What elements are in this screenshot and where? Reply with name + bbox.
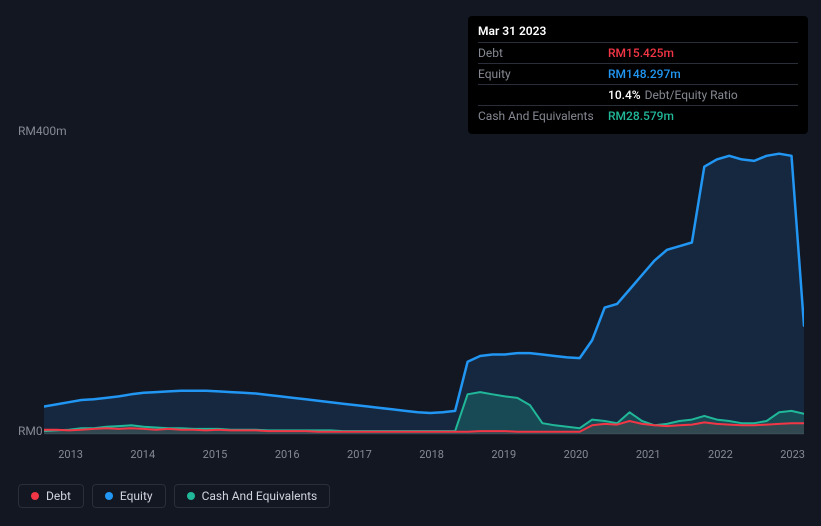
x-axis-label: 2019 xyxy=(491,448,516,461)
legend: Debt Equity Cash And Equivalents xyxy=(18,484,330,508)
legend-dot xyxy=(31,492,39,500)
tooltip-row-label: Equity xyxy=(478,67,608,81)
tooltip-row-value: RM148.297m xyxy=(608,67,681,81)
legend-label: Debt xyxy=(46,489,71,503)
tooltip-row: 10.4%Debt/Equity Ratio xyxy=(478,84,798,105)
legend-label: Cash And Equivalents xyxy=(202,489,318,503)
chart-svg xyxy=(44,140,804,440)
legend-item-cash-and-equivalents[interactable]: Cash And Equivalents xyxy=(174,484,331,508)
chart-area xyxy=(44,140,804,440)
x-axis-label: 2020 xyxy=(564,448,589,461)
y-axis-min-label: RM0 xyxy=(18,424,43,438)
x-axis-label: 2014 xyxy=(130,448,155,461)
tooltip-row-value: RM28.579m xyxy=(608,109,674,123)
x-axis-label: 2021 xyxy=(636,448,661,461)
tooltip-row-value: 10.4%Debt/Equity Ratio xyxy=(608,88,738,102)
x-axis-label: 2018 xyxy=(419,448,444,461)
tooltip-date: Mar 31 2023 xyxy=(478,24,798,42)
x-axis-label: 2022 xyxy=(708,448,733,461)
legend-label: Equity xyxy=(120,489,153,503)
tooltip-row-label: Debt xyxy=(478,46,608,60)
x-axis-label: 2016 xyxy=(275,448,300,461)
legend-item-equity[interactable]: Equity xyxy=(92,484,166,508)
legend-dot xyxy=(187,492,195,500)
legend-item-debt[interactable]: Debt xyxy=(18,484,84,508)
y-axis-max-label: RM400m xyxy=(18,124,67,138)
tooltip-row-label xyxy=(478,88,608,102)
x-axis: 2013 2014 2015 2016 2017 2018 2019 2020 2021 2022… xyxy=(44,448,804,468)
x-axis-label: 2015 xyxy=(203,448,228,461)
x-axis-label: 2023 xyxy=(780,448,805,461)
x-axis-label: 2013 xyxy=(58,448,83,461)
x-axis-label: 2017 xyxy=(347,448,372,461)
tooltip-row-value: RM15.425m xyxy=(608,46,674,60)
legend-dot xyxy=(105,492,113,500)
tooltip-row: EquityRM148.297m xyxy=(478,63,798,84)
tooltip-box: Mar 31 2023 DebtRM15.425mEquityRM148.297… xyxy=(468,16,808,134)
tooltip-row-label: Cash And Equivalents xyxy=(478,109,608,123)
tooltip-row: DebtRM15.425m xyxy=(478,42,798,63)
tooltip-row: Cash And EquivalentsRM28.579m xyxy=(478,105,798,126)
